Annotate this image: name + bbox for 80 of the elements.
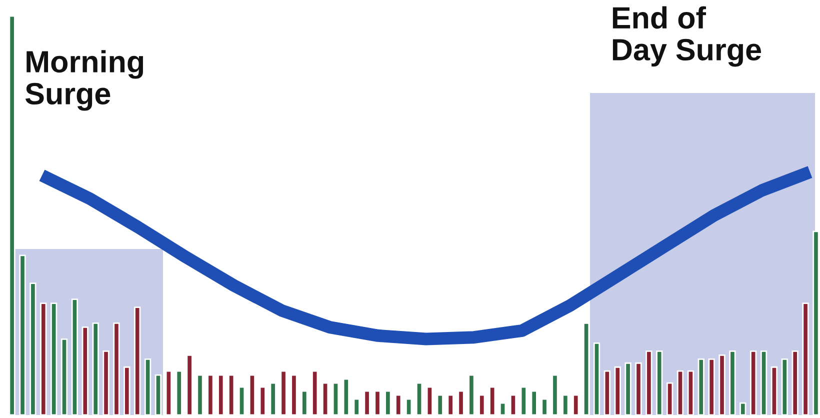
bar <box>30 282 36 415</box>
bar <box>582 322 590 415</box>
bar <box>238 386 246 415</box>
bar <box>447 394 454 415</box>
bar <box>406 398 412 415</box>
annotation: End of Day Surge <box>612 6 761 67</box>
annotation: Morning Surge <box>25 50 144 111</box>
bar <box>676 370 684 415</box>
bar <box>416 382 423 415</box>
bar <box>301 390 308 415</box>
bar <box>19 254 26 415</box>
bar <box>342 378 350 415</box>
bar <box>186 354 193 415</box>
bar <box>50 302 58 415</box>
bar <box>489 386 496 415</box>
bar <box>228 374 235 415</box>
bar <box>792 350 798 415</box>
bar <box>364 390 370 415</box>
bar <box>478 394 486 415</box>
bar <box>656 350 663 415</box>
bar <box>290 374 298 415</box>
bar <box>436 394 444 415</box>
bar <box>530 390 538 415</box>
bar <box>541 398 548 415</box>
bar <box>499 402 506 415</box>
bar <box>259 386 266 415</box>
bar <box>196 374 204 415</box>
bar <box>322 382 329 415</box>
bar <box>740 402 746 415</box>
bar <box>802 302 809 415</box>
bar <box>552 374 558 415</box>
bar <box>248 374 256 415</box>
bar <box>312 370 318 415</box>
bar <box>102 350 110 415</box>
bar <box>60 338 68 415</box>
bar <box>604 370 610 415</box>
bar <box>510 394 517 415</box>
bar <box>468 374 475 415</box>
bar <box>624 362 632 415</box>
bar <box>718 354 726 415</box>
bar <box>395 394 402 415</box>
bar <box>207 374 214 415</box>
bar <box>520 386 527 415</box>
bar <box>384 390 392 415</box>
bar <box>760 350 768 415</box>
bar <box>176 370 182 415</box>
bar <box>666 382 674 415</box>
bar <box>353 398 360 415</box>
bar <box>426 386 433 415</box>
bar <box>154 374 162 415</box>
bar <box>165 370 172 415</box>
bar <box>562 394 569 415</box>
bar <box>332 382 340 415</box>
bar <box>812 230 820 415</box>
bar <box>374 390 381 415</box>
bar <box>687 370 694 415</box>
bar <box>134 306 141 415</box>
bar <box>593 342 600 415</box>
bar <box>40 302 47 415</box>
bar <box>729 350 736 415</box>
bar <box>71 298 78 415</box>
bar <box>113 322 120 415</box>
bar <box>82 326 88 415</box>
bar <box>572 394 580 415</box>
bar <box>280 370 287 415</box>
bar <box>750 350 757 415</box>
bar <box>218 374 224 415</box>
bar <box>708 358 715 415</box>
bar <box>270 382 276 415</box>
bar <box>646 350 652 415</box>
bar <box>8 16 16 415</box>
bar <box>614 366 621 415</box>
bar <box>92 322 99 415</box>
bar <box>458 390 464 415</box>
bar <box>635 362 642 415</box>
bar <box>124 366 130 415</box>
bar <box>781 358 788 415</box>
bar <box>144 358 152 415</box>
bar <box>698 358 704 415</box>
bar <box>770 366 778 415</box>
